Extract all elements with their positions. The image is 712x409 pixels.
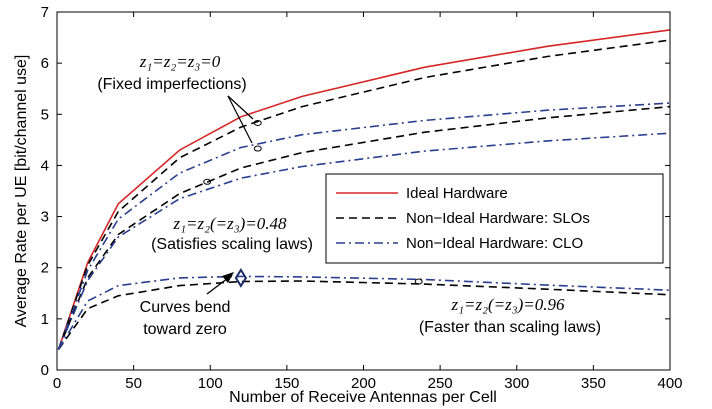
- series-line-3: [57, 105, 671, 350]
- x-tick-label: 100: [198, 375, 223, 392]
- x-tick-label: 200: [351, 375, 376, 392]
- annotation-bend-line2: toward zero: [143, 321, 227, 338]
- legend-label-ideal: Ideal Hardware: [406, 185, 508, 202]
- annotation-faster-text: (Faster than scaling laws): [419, 319, 601, 336]
- y-tick-label: 6: [41, 55, 49, 72]
- y-tick-label: 7: [41, 4, 49, 21]
- y-tick-label: 4: [41, 157, 49, 174]
- marker-fixed-lower: [253, 145, 262, 152]
- annotation-fixed-math: z₁=z₂=z₃=0: [139, 52, 221, 71]
- series-line-4: [57, 132, 671, 350]
- y-tick-label: 1: [41, 311, 49, 328]
- annotation-fixed-text: (Fixed imperfections): [97, 76, 246, 93]
- legend-label-clo: Non−Ideal Hardware: CLO: [406, 235, 583, 252]
- annotation-faster-math: z₁=z₂(=z₃)=0.96: [450, 295, 565, 314]
- x-tick-label: 250: [428, 375, 453, 392]
- y-axis-label: Average Rate per UE [bit/channel use]: [13, 55, 30, 328]
- x-tick-label: 350: [581, 375, 606, 392]
- markers-layer: [203, 119, 423, 288]
- annotation-bend-arrowhead: [222, 272, 234, 283]
- x-tick-label: 0: [53, 375, 61, 392]
- curves-layer: [57, 29, 671, 350]
- x-tick-label: 50: [125, 375, 142, 392]
- y-tick-label: 0: [41, 362, 49, 379]
- x-tick-label: 400: [657, 375, 682, 392]
- marker-bend-diamond: [234, 268, 248, 288]
- y-tick-label: 2: [41, 260, 49, 277]
- series-line-2: [57, 102, 671, 350]
- marker-satisfies: [203, 178, 212, 185]
- legend-label-slo: Non−Ideal Hardware: SLOs: [406, 210, 590, 227]
- x-tick-label: 300: [504, 375, 529, 392]
- series-line-6: [57, 275, 671, 350]
- annotation-fixed-arrow-lower: [227, 95, 253, 144]
- annotation-fixed-arrow-upper: [227, 95, 254, 120]
- series-line-0: [57, 29, 671, 350]
- y-tick-label: 3: [41, 209, 49, 226]
- legend: Ideal Hardware Non−Ideal Hardware: SLOs …: [325, 173, 664, 264]
- annotation-bend-line1: Curves bend: [140, 299, 231, 316]
- marker-faster: [414, 278, 423, 285]
- series-line-5: [57, 280, 671, 350]
- annotation-satisfies-text: (Satisfies scaling laws): [151, 236, 313, 253]
- series-line-1: [57, 39, 671, 350]
- x-axis-label: Number of Receive Antennas per Cell: [229, 389, 497, 406]
- marker-fixed-upper: [253, 119, 262, 126]
- x-tick-label: 150: [274, 375, 299, 392]
- ticks-layer: 0 50 100 150 200 250 300 350 400 0 1 2 3 4 5 6 7: [41, 4, 683, 392]
- y-tick-label: 5: [41, 106, 49, 123]
- annotation-satisfies-math: z₁=z₂(=z₃)=0.48: [172, 214, 287, 233]
